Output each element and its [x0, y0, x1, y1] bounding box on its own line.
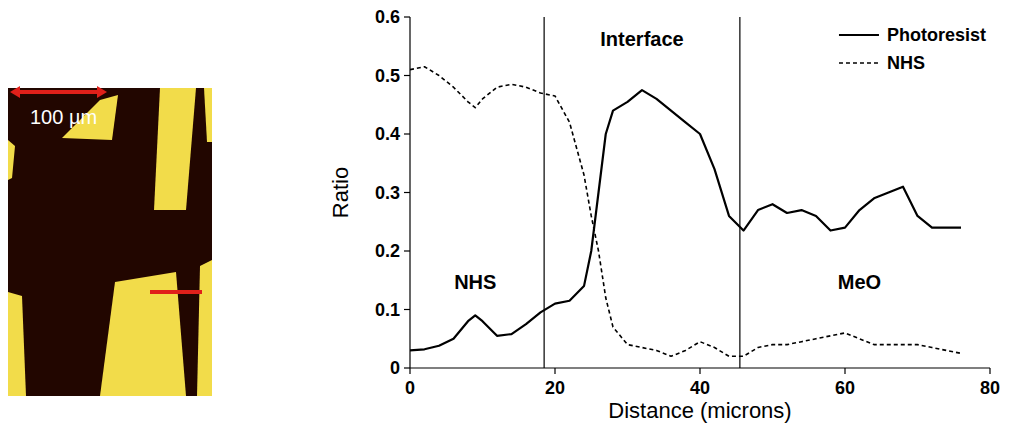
y-tick — [404, 192, 410, 193]
image-background — [8, 88, 212, 396]
series-line — [410, 90, 961, 350]
region-label: MeO — [838, 271, 881, 293]
region-divider — [544, 17, 545, 368]
x-tick-label: 40 — [690, 378, 710, 398]
fluorescent-region — [8, 140, 15, 180]
y-tick-label: 0.5 — [375, 66, 400, 86]
x-tick — [989, 368, 990, 374]
y-tick-label: 0 — [390, 358, 400, 378]
y-tick — [404, 367, 410, 368]
region-label: Interface — [600, 28, 683, 50]
scale-bar-arrow — [97, 86, 107, 98]
series-line — [410, 67, 961, 357]
scale-bar-arrow — [10, 86, 20, 98]
x-axis-title: Distance (microns) — [608, 398, 791, 423]
y-tick — [404, 16, 410, 17]
micrograph — [8, 88, 212, 396]
x-tick-label: 20 — [545, 378, 565, 398]
x-axis — [410, 367, 990, 368]
fluorescent-region — [154, 88, 196, 210]
y-tick-label: 0.6 — [375, 7, 400, 27]
y-tick-label: 0.1 — [375, 300, 400, 320]
legend-swatch — [839, 34, 879, 36]
x-tick — [699, 368, 700, 374]
fluorescent-region — [8, 292, 26, 396]
fluorescent-region — [204, 88, 212, 142]
plot-lines — [410, 67, 961, 357]
x-tick-label: 60 — [835, 378, 855, 398]
y-tick — [404, 133, 410, 134]
y-tick-label: 0.3 — [375, 183, 400, 203]
fluorescent-region — [197, 260, 212, 396]
figure: 100 µm 0 0.1 0.2 0.3 0.4 0.5 0.6 0 20 40 60 80 Distan… — [0, 0, 1016, 428]
region-divider — [739, 17, 740, 368]
region-label: NHS — [454, 271, 496, 293]
y-tick — [404, 250, 410, 251]
scale-bar-label: 100 µm — [30, 106, 97, 128]
x-tick-label: 0 — [405, 378, 415, 398]
x-tick — [409, 368, 410, 374]
profile-line — [150, 290, 202, 294]
y-axis-title: Ratio — [328, 167, 353, 218]
x-tick — [844, 368, 845, 374]
x-tick-label: 80 — [980, 378, 1000, 398]
y-tick-label: 0.4 — [375, 124, 400, 144]
scale-bar — [16, 90, 101, 94]
legend-label: NHS — [887, 53, 925, 73]
y-tick — [404, 75, 410, 76]
legend-swatch — [839, 62, 879, 64]
legend-label: Photoresist — [887, 25, 986, 45]
legend: Photoresist NHS — [839, 25, 986, 73]
x-tick — [554, 368, 555, 374]
y-tick-label: 0.2 — [375, 241, 400, 261]
y-tick — [404, 309, 410, 310]
